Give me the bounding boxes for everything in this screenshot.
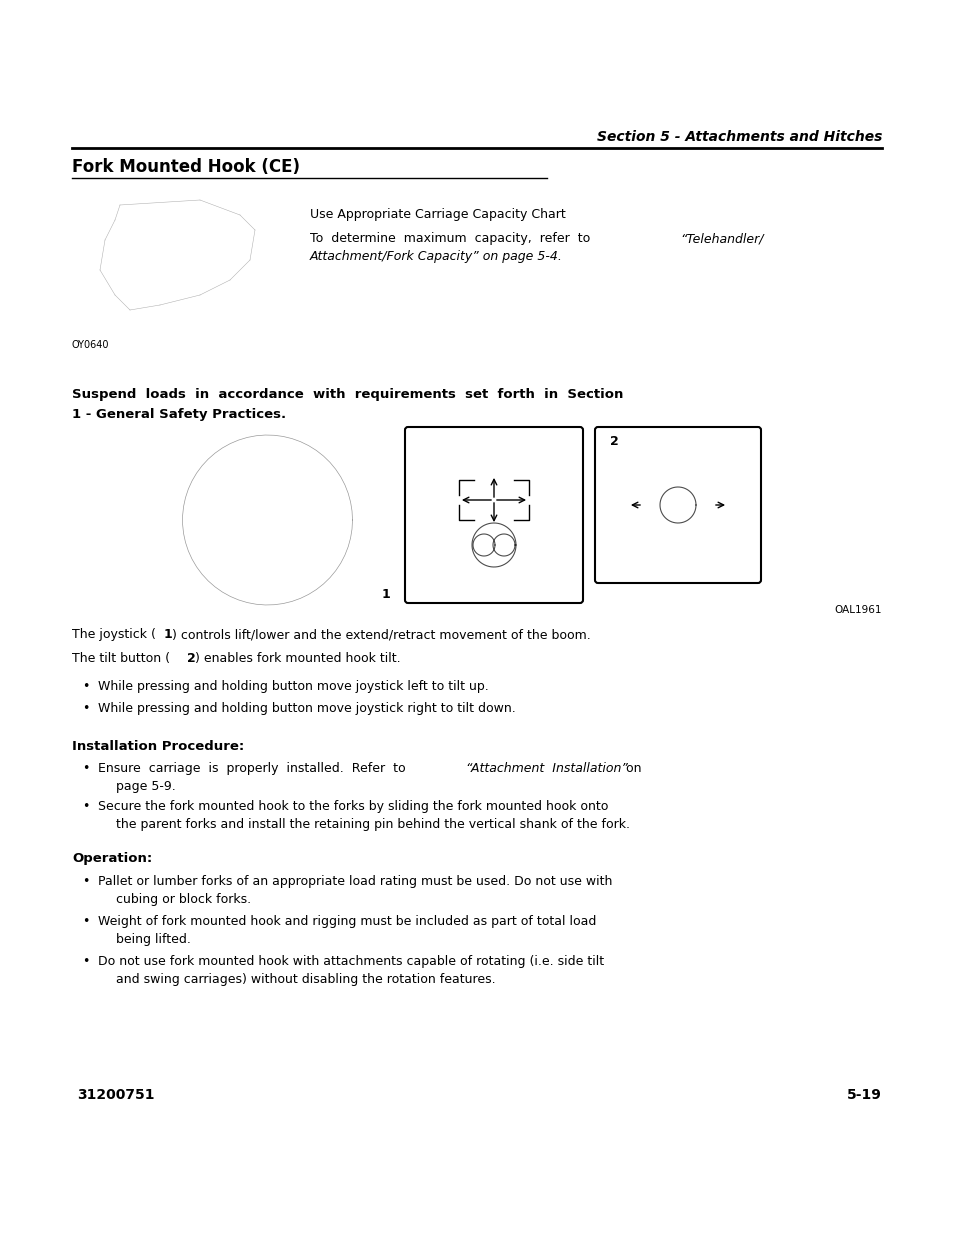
Text: •: • — [82, 800, 90, 813]
Text: cubing or block forks.: cubing or block forks. — [116, 893, 251, 906]
Text: 2: 2 — [187, 652, 195, 664]
Text: Fork Mounted Hook (CE): Fork Mounted Hook (CE) — [71, 158, 299, 177]
Text: 31200751: 31200751 — [77, 1088, 154, 1102]
Text: While pressing and holding button move joystick right to tilt down.: While pressing and holding button move j… — [98, 701, 516, 715]
Text: and swing carriages) without disabling the rotation features.: and swing carriages) without disabling t… — [116, 973, 496, 986]
Text: Installation Procedure:: Installation Procedure: — [71, 740, 244, 753]
Bar — [71, 200, 270, 330]
Text: page 5-9.: page 5-9. — [116, 781, 175, 793]
Text: Ensure  carriage  is  properly  installed.  Refer  to: Ensure carriage is properly installed. R… — [98, 762, 414, 776]
Text: 1 - General Safety Practices.: 1 - General Safety Practices. — [71, 408, 286, 421]
Text: “Attachment  Installation”: “Attachment Installation” — [465, 762, 627, 776]
Text: Secure the fork mounted hook to the forks by sliding the fork mounted hook onto: Secure the fork mounted hook to the fork… — [98, 800, 608, 813]
Text: Do not use fork mounted hook with attachments capable of rotating (i.e. side til: Do not use fork mounted hook with attach… — [98, 955, 603, 968]
Text: OAL1961: OAL1961 — [834, 605, 882, 615]
Text: on: on — [618, 762, 640, 776]
Text: being lifted.: being lifted. — [116, 932, 191, 946]
Text: Operation:: Operation: — [71, 852, 152, 864]
Text: Use Appropriate Carriage Capacity Chart: Use Appropriate Carriage Capacity Chart — [310, 207, 565, 221]
Text: 1: 1 — [381, 588, 390, 601]
Text: “Telehandler/: “Telehandler/ — [679, 232, 762, 245]
Text: ) enables fork mounted hook tilt.: ) enables fork mounted hook tilt. — [194, 652, 400, 664]
Text: Weight of fork mounted hook and rigging must be included as part of total load: Weight of fork mounted hook and rigging … — [98, 915, 596, 927]
Text: ) controls lift/lower and the extend/retract movement of the boom.: ) controls lift/lower and the extend/ret… — [172, 629, 590, 641]
Text: Section 5 - Attachments and Hitches: Section 5 - Attachments and Hitches — [596, 130, 882, 144]
Text: •: • — [82, 762, 90, 776]
Text: 1: 1 — [164, 629, 172, 641]
Text: •: • — [82, 915, 90, 927]
Text: OY0640: OY0640 — [71, 340, 110, 350]
Text: The joystick (: The joystick ( — [71, 629, 155, 641]
Text: •: • — [82, 876, 90, 888]
Text: Attachment/Fork Capacity” on page 5-4.: Attachment/Fork Capacity” on page 5-4. — [310, 249, 562, 263]
Text: To  determine  maximum  capacity,  refer  to: To determine maximum capacity, refer to — [310, 232, 590, 245]
Text: •: • — [82, 955, 90, 968]
Text: the parent forks and install the retaining pin behind the vertical shank of the : the parent forks and install the retaini… — [116, 818, 629, 831]
Text: Suspend  loads  in  accordance  with  requirements  set  forth  in  Section: Suspend loads in accordance with require… — [71, 388, 622, 401]
Text: Pallet or lumber forks of an appropriate load rating must be used. Do not use wi: Pallet or lumber forks of an appropriate… — [98, 876, 612, 888]
Text: •: • — [82, 701, 90, 715]
Text: •: • — [82, 680, 90, 693]
Text: 5-19: 5-19 — [846, 1088, 882, 1102]
Text: The tilt button (: The tilt button ( — [71, 652, 170, 664]
Text: 2: 2 — [609, 435, 618, 448]
Text: While pressing and holding button move joystick left to tilt up.: While pressing and holding button move j… — [98, 680, 488, 693]
